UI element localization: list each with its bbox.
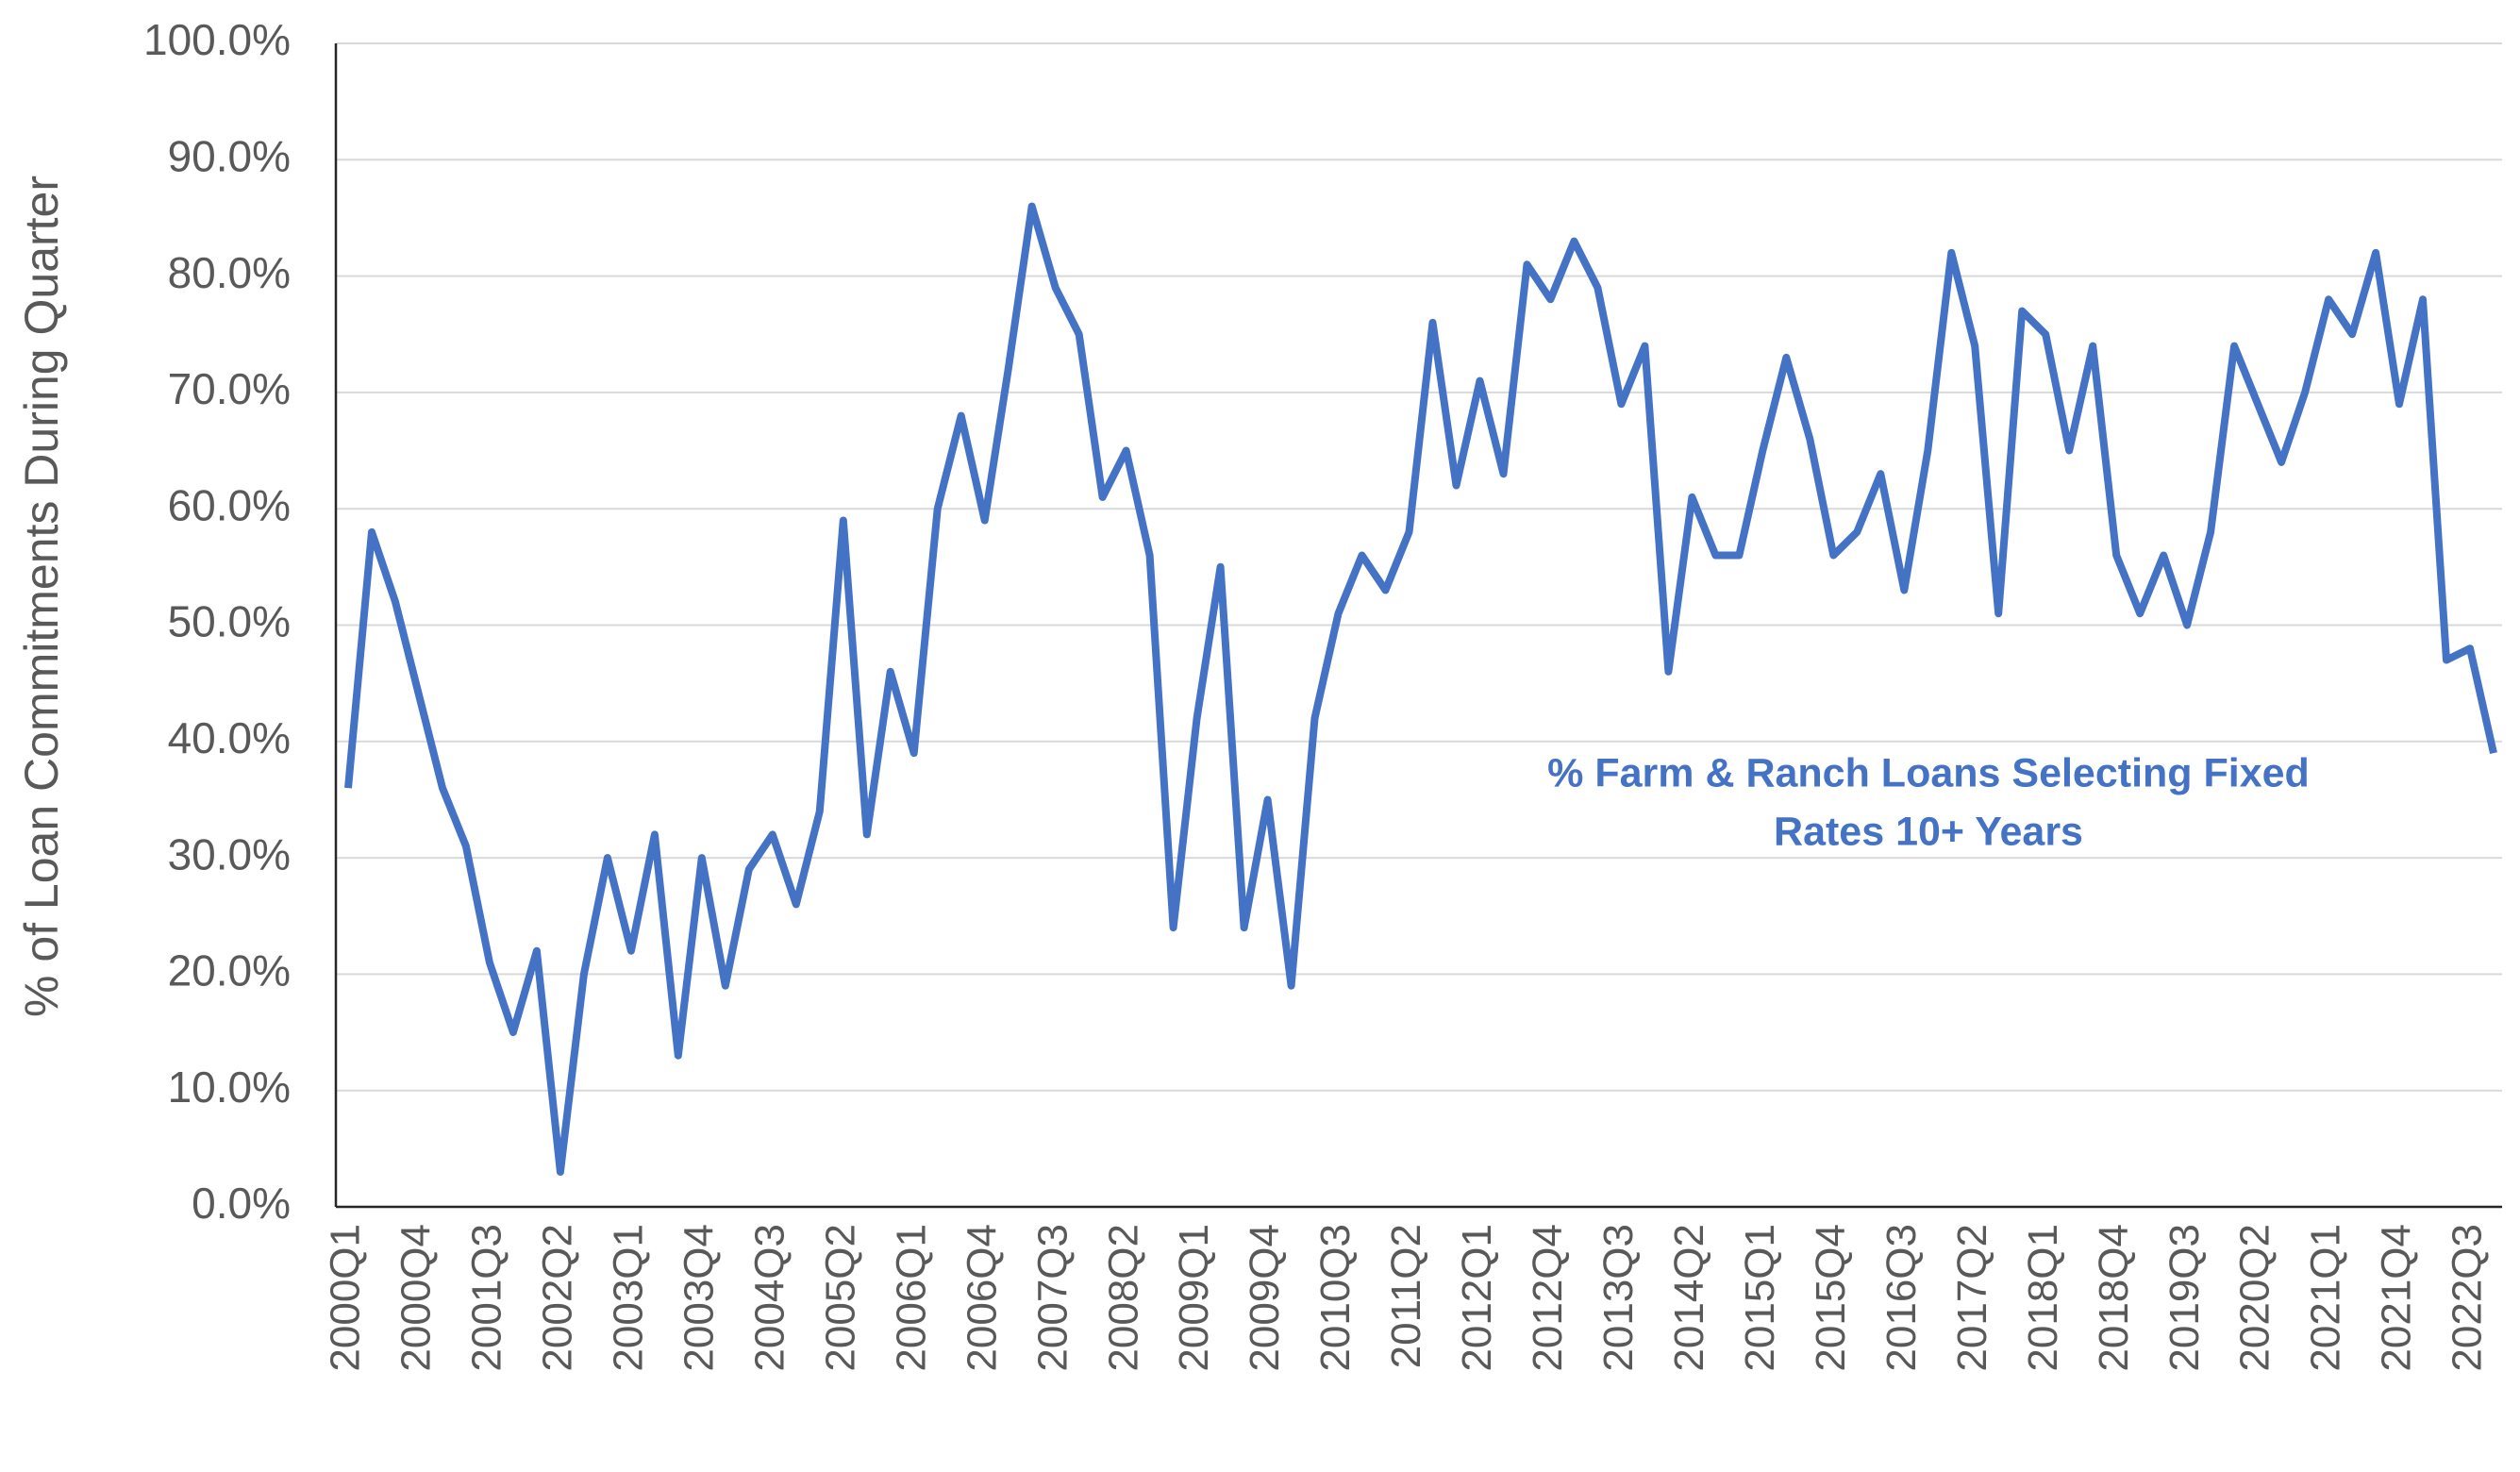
annotation: Rates 10+ Years — [1774, 809, 2083, 854]
y-tick-label: 70.0% — [168, 364, 291, 413]
x-tick-label: 2000Q1 — [323, 1224, 369, 1372]
x-tick-label: 2020Q2 — [2232, 1224, 2278, 1372]
x-tick-label: 2007Q3 — [1029, 1224, 1076, 1372]
x-tick-label: 2013Q3 — [1595, 1224, 1642, 1372]
y-tick-label: 50.0% — [168, 597, 291, 646]
x-tick-label: 2012Q1 — [1454, 1224, 1500, 1372]
x-tick-label: 2003Q4 — [676, 1224, 722, 1372]
y-tick-label: 60.0% — [168, 480, 291, 529]
x-tick-label: 2016Q3 — [1878, 1224, 1925, 1372]
x-tick-label: 2006Q1 — [888, 1224, 934, 1372]
y-axis-label: % of Loan Commitments During Quarter — [15, 176, 68, 1017]
annotation: % Farm & Ranch Loans Selecting Fixed — [1547, 750, 2310, 795]
x-tick-label: 2018Q4 — [2091, 1224, 2137, 1372]
x-tick-label: 2018Q1 — [2020, 1224, 2066, 1372]
x-tick-label: 2010Q3 — [1312, 1224, 1359, 1372]
x-tick-label: 2005Q2 — [817, 1224, 863, 1372]
x-tick-label: 2015Q1 — [1737, 1224, 1783, 1372]
y-tick-label: 0.0% — [192, 1179, 291, 1228]
x-tick-label: 2000Q4 — [393, 1224, 440, 1372]
x-tick-label: 2021Q1 — [2303, 1224, 2349, 1372]
x-tick-label: 2009Q4 — [1242, 1224, 1288, 1372]
x-tick-label: 2008Q2 — [1100, 1224, 1146, 1372]
y-tick-label: 20.0% — [168, 946, 291, 995]
x-tick-label: 2015Q4 — [1808, 1224, 1854, 1372]
x-tick-label: 2002Q2 — [535, 1224, 581, 1372]
x-tick-label: 2003Q1 — [605, 1224, 651, 1372]
y-tick-label: 30.0% — [168, 829, 291, 878]
y-tick-label: 40.0% — [168, 713, 291, 762]
x-tick-label: 2011Q2 — [1383, 1224, 1429, 1368]
x-tick-label: 2006Q4 — [959, 1224, 1005, 1372]
y-tick-label: 100.0% — [143, 15, 291, 64]
x-tick-label: 2019Q3 — [2161, 1224, 2208, 1372]
x-tick-label: 2009Q1 — [1171, 1224, 1217, 1372]
x-tick-label: 2021Q4 — [2374, 1224, 2420, 1372]
x-tick-label: 2022Q3 — [2445, 1224, 2491, 1372]
line-series — [344, 202, 2497, 1176]
x-tick-label: 2004Q3 — [746, 1224, 793, 1372]
y-tick-label: 80.0% — [168, 248, 291, 297]
y-tick-label: 90.0% — [168, 131, 291, 180]
x-tick-label: 2012Q4 — [1525, 1224, 1571, 1372]
y-tick-label: 10.0% — [168, 1062, 291, 1112]
x-tick-label: 2001Q3 — [464, 1224, 510, 1372]
x-tick-label: 2017Q2 — [1949, 1224, 1995, 1372]
x-tick-label: 2014Q2 — [1666, 1224, 1712, 1372]
